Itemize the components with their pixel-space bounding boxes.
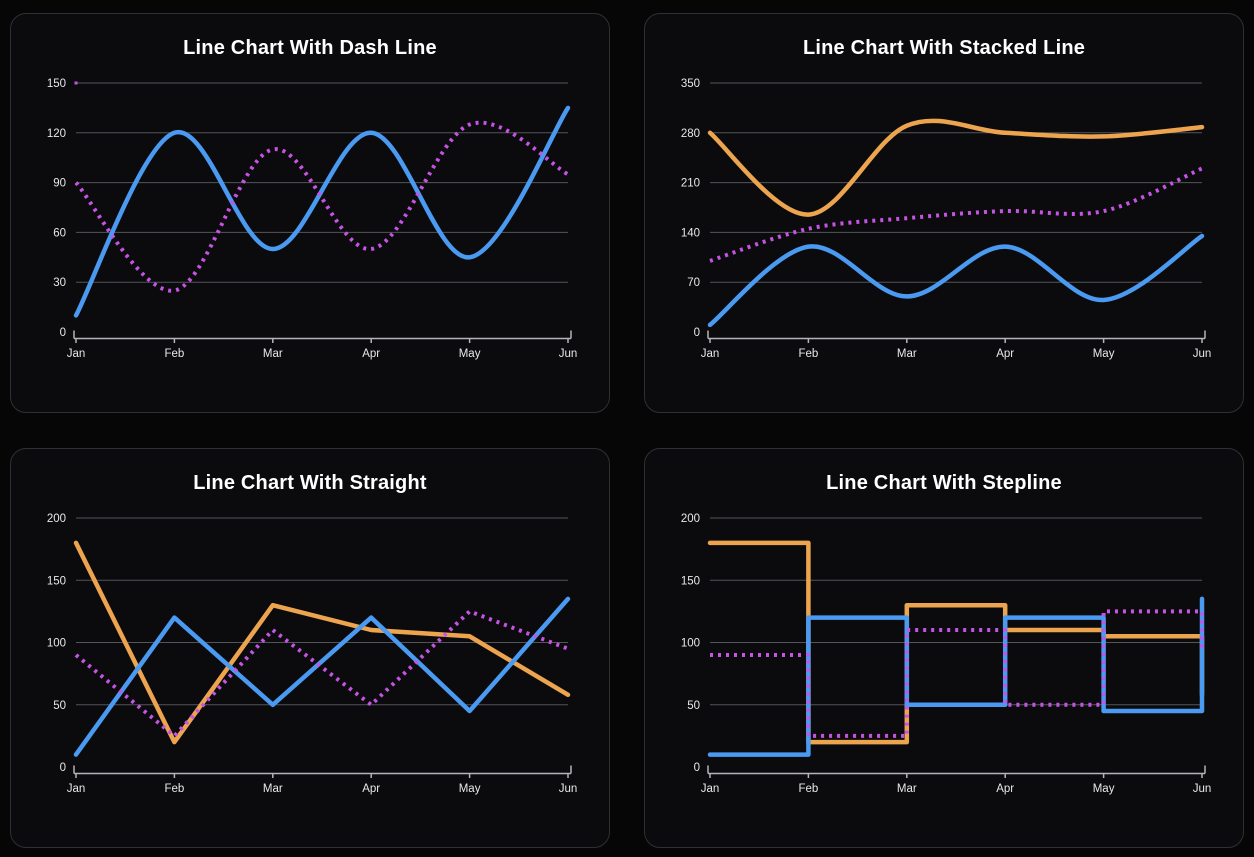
x-tick-label: Mar	[897, 783, 917, 795]
y-tick-label: 200	[47, 513, 66, 525]
y-tick-label: 100	[47, 638, 66, 650]
x-tick-label: May	[1093, 783, 1115, 795]
chart-canvas-stepline[interactable]: 0 50 100 150 200 Jan Feb Mar Apr May Jun	[645, 501, 1244, 831]
y-tick-label: 100	[681, 638, 700, 650]
series-line-blue-solid[interactable]	[73, 105, 571, 318]
y-tick-label: 0	[60, 327, 66, 339]
x-tick-label: Jun	[559, 348, 578, 360]
series-line-magenta-dotted[interactable]	[710, 609, 1204, 738]
series-line-magenta-dotted[interactable]	[74, 609, 569, 738]
x-tick-label: Jan	[701, 783, 720, 795]
x-tick-label: Jun	[1193, 783, 1212, 795]
x-tick-label: Feb	[798, 348, 818, 360]
y-tick-label: 0	[694, 762, 700, 774]
x-tick-label: Apr	[996, 348, 1014, 360]
y-tick-label: 350	[681, 78, 700, 90]
y-tick-label: 0	[60, 762, 66, 774]
series-line-blue-solid[interactable]	[707, 596, 1205, 757]
y-tick-label: 50	[53, 700, 66, 712]
chart-title-stacked-line: Line Chart With Stacked Line	[802, 37, 1086, 59]
series-line-blue-solid[interactable]	[73, 596, 571, 757]
x-tick-label: Jun	[1193, 348, 1212, 360]
x-tick-label: May	[459, 348, 481, 360]
series-line-magenta-dotted[interactable]	[709, 166, 1203, 263]
chart-card-dash-line: Line Chart With Dash Line 0 30 60 90 120 150 J…	[10, 13, 610, 413]
chart-card-straight: Line Chart With Straight 0 50 100 150 200 Jan…	[10, 448, 610, 848]
y-tick-label: 0	[694, 327, 700, 339]
series-line-orange-solid[interactable]	[707, 118, 1205, 217]
x-tick-label: Jan	[67, 783, 86, 795]
chart-title-straight: Line Chart With Straight	[193, 472, 427, 494]
series-line-orange-solid[interactable]	[73, 540, 571, 745]
x-tick-label: Jan	[67, 348, 86, 360]
y-tick-label: 150	[47, 575, 66, 587]
x-tick-label: Mar	[263, 783, 283, 795]
y-tick-label: 280	[681, 128, 700, 140]
x-tick-label: Apr	[996, 783, 1014, 795]
y-tick-label: 70	[687, 277, 700, 289]
x-tick-label: Mar	[263, 348, 283, 360]
x-tick-label: Apr	[362, 783, 380, 795]
chart-title-stepline: Line Chart With Stepline	[826, 472, 1062, 494]
series-line-blue-solid[interactable]	[707, 233, 1205, 328]
x-tick-label: Feb	[164, 783, 184, 795]
gridline-accent-dot	[74, 81, 78, 85]
x-tick-label: Jan	[701, 348, 720, 360]
y-tick-label: 60	[53, 227, 66, 239]
chart-canvas-dash-line[interactable]: 0 30 60 90 120 150 Jan Feb Mar Apr May Jun	[11, 66, 610, 396]
y-tick-label: 210	[681, 178, 700, 190]
x-tick-label: Mar	[897, 348, 917, 360]
y-tick-label: 30	[53, 277, 66, 289]
y-tick-label: 90	[53, 178, 66, 190]
x-tick-label: Feb	[798, 783, 818, 795]
chart-canvas-straight[interactable]: 0 50 100 150 200 Jan Feb Mar Apr May Jun	[11, 501, 610, 831]
x-tick-label: Jun	[559, 783, 578, 795]
x-tick-label: May	[1093, 348, 1115, 360]
y-tick-label: 150	[47, 78, 66, 90]
x-tick-label: Apr	[362, 348, 380, 360]
series-line-magenta-dotted[interactable]	[74, 120, 570, 293]
chart-card-stacked-line: Line Chart With Stacked Line 0 70 140 210 28…	[644, 13, 1244, 413]
y-tick-label: 150	[681, 575, 700, 587]
chart-title-dash-line: Line Chart With Dash Line	[183, 37, 437, 59]
x-tick-label: Feb	[164, 348, 184, 360]
chart-canvas-stacked-line[interactable]: 0 70 140 210 280 350 Jan Feb Mar Apr May Jun	[645, 66, 1244, 396]
y-tick-label: 120	[47, 128, 66, 140]
y-tick-label: 140	[681, 227, 700, 239]
x-tick-label: May	[459, 783, 481, 795]
y-tick-label: 200	[681, 513, 700, 525]
chart-card-stepline: Line Chart With Stepline 0 50 100 150 200 Jan…	[644, 448, 1244, 848]
y-tick-label: 50	[687, 700, 700, 712]
